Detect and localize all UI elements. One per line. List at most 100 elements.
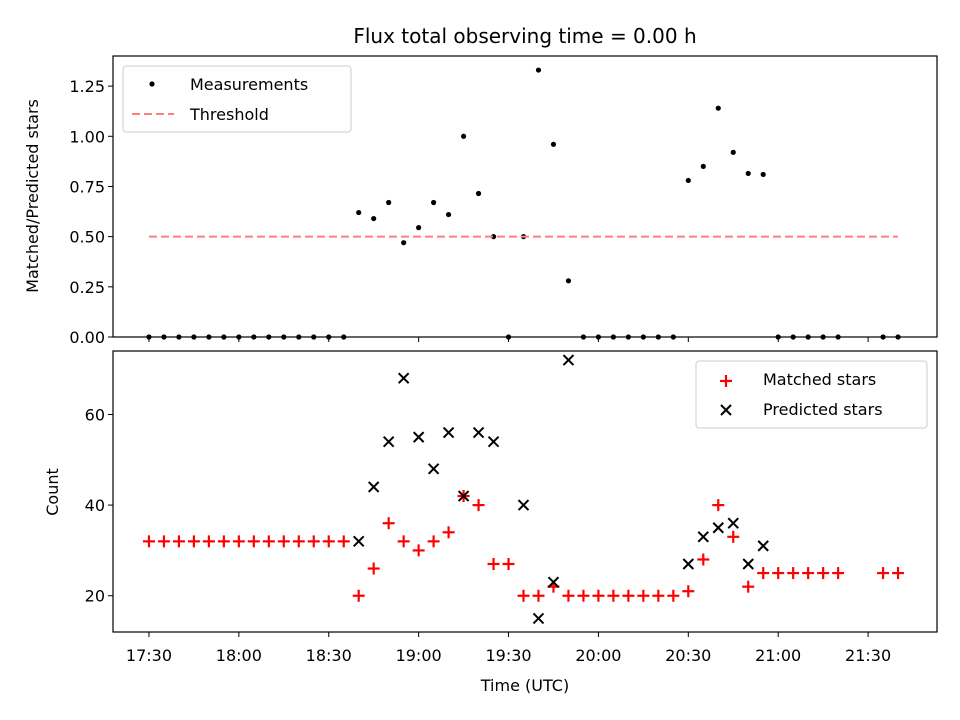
- legend-threshold-label: Threshold: [189, 105, 269, 124]
- measurement-point: [176, 334, 182, 340]
- matched-star-marker: [232, 535, 245, 548]
- measurement-point: [386, 199, 392, 206]
- matched-star-marker: [487, 558, 500, 571]
- predicted-star-marker: [352, 535, 365, 548]
- measurement-point: [685, 177, 691, 184]
- legend-measurements-label: Measurements: [190, 75, 308, 94]
- matched-star-marker: [592, 589, 605, 602]
- y-tick-label: 1.25: [69, 77, 105, 96]
- measurement-point: [251, 334, 257, 340]
- y-tick-label: 20: [85, 587, 105, 606]
- bottom-plot-frame: [112, 350, 938, 633]
- predicted-star-marker: [757, 540, 769, 552]
- measurement-point: [505, 334, 512, 340]
- matched-star-marker: [562, 589, 575, 602]
- matched-star-marker: [277, 535, 290, 548]
- matched-star-marker: [802, 567, 815, 580]
- chart-title: Flux total observing time = 0.00 h: [353, 24, 696, 48]
- measurement-point: [326, 334, 332, 340]
- measurement-point: [221, 334, 227, 340]
- matched-star-marker: [427, 535, 440, 548]
- matched-star-marker: [217, 535, 230, 548]
- x-tick-label: 21:00: [755, 646, 801, 665]
- matched-star-marker: [472, 499, 485, 512]
- measurement-point: [356, 209, 362, 216]
- measurement-point: [206, 334, 212, 340]
- measurement-point: [745, 170, 751, 177]
- matched-star-marker: [577, 589, 590, 602]
- bottom-y-axis-label: Count: [43, 468, 62, 516]
- matched-star-marker: [412, 544, 425, 557]
- bottom-data-series: [142, 354, 905, 625]
- x-tick-label: 20:00: [575, 646, 621, 665]
- measurement-point: [715, 105, 721, 111]
- x-tick-label: 19:00: [396, 646, 442, 665]
- measurement-point: [610, 334, 616, 340]
- x-tick-label: 21:30: [845, 646, 891, 665]
- matched-star-marker: [607, 589, 620, 602]
- legend-matched-marker: [720, 375, 732, 387]
- matched-star-marker: [697, 553, 710, 566]
- measurement-point: [820, 334, 826, 340]
- matched-star-marker: [352, 589, 365, 602]
- bottom-legend: Matched stars Predicted stars: [695, 360, 928, 429]
- matched-star-marker: [637, 589, 650, 602]
- top-y-axis-ticks: 0.00 0.25 0.50 0.75 1.00 1.25: [69, 77, 113, 347]
- y-tick-label: 60: [85, 405, 105, 424]
- matched-star-marker: [727, 530, 740, 543]
- measurement-point: [191, 334, 197, 340]
- measurement-point: [805, 334, 811, 340]
- predicted-star-marker: [562, 354, 575, 366]
- bottom-y-axis-ticks: 20 40 60: [85, 405, 113, 606]
- measurement-point: [416, 225, 422, 231]
- measurement-point: [266, 334, 272, 340]
- predicted-star-marker: [547, 576, 560, 588]
- measurement-point: [580, 334, 587, 340]
- predicted-star-marker: [442, 426, 455, 439]
- matched-star-marker: [262, 535, 275, 548]
- legend-predicted-marker: [720, 404, 732, 416]
- measurement-point: [835, 334, 841, 340]
- measurement-point: [670, 334, 676, 340]
- measurement-point: [236, 334, 242, 340]
- matched-star-marker: [772, 567, 785, 580]
- x-tick-label: 17:30: [126, 646, 172, 665]
- top-panel: 0.00 0.25 0.50 0.75 1.00 1.25 Matched/Predict…: [23, 55, 938, 347]
- matched-star-marker: [502, 558, 515, 571]
- predicted-star-marker: [412, 431, 425, 443]
- matched-star-marker: [187, 535, 200, 548]
- predicted-star-marker: [712, 522, 724, 534]
- legend-measurements-marker: [149, 81, 155, 87]
- matched-star-marker: [382, 517, 395, 530]
- matched-star-marker: [892, 567, 905, 580]
- matched-star-marker: [172, 535, 185, 548]
- predicted-star-marker: [382, 435, 395, 448]
- y-tick-label: 1.00: [69, 127, 105, 146]
- measurement-point: [401, 240, 407, 246]
- measurement-point: [296, 334, 302, 340]
- measurement-point: [431, 199, 437, 206]
- measurement-point: [341, 334, 347, 340]
- top-data-series: [146, 67, 901, 340]
- measurement-point: [281, 334, 287, 340]
- legend-matched-label: Matched stars: [763, 370, 876, 389]
- measurement-point: [880, 334, 886, 340]
- matched-star-marker: [202, 535, 215, 548]
- matched-star-marker: [307, 535, 320, 548]
- matched-star-marker: [877, 567, 890, 580]
- measurement-point: [640, 334, 646, 340]
- bottom-panel: 20 40 60 17:30 18:00 18:30 19:00 19:30 20:00 20:…: [43, 350, 938, 695]
- matched-star-marker: [622, 589, 635, 602]
- measurement-point: [161, 334, 167, 340]
- y-tick-label: 0.75: [69, 177, 105, 196]
- matched-star-marker: [397, 535, 410, 548]
- matched-star-marker: [367, 562, 380, 575]
- predicted-star-marker: [397, 372, 410, 384]
- x-tick-label: 18:30: [306, 646, 352, 665]
- measurement-point: [565, 278, 572, 284]
- top-legend-box: [122, 65, 352, 133]
- matched-star-marker: [787, 567, 800, 580]
- matched-star-marker: [322, 535, 335, 548]
- measurement-point: [775, 334, 781, 340]
- x-tick-label: 18:00: [216, 646, 262, 665]
